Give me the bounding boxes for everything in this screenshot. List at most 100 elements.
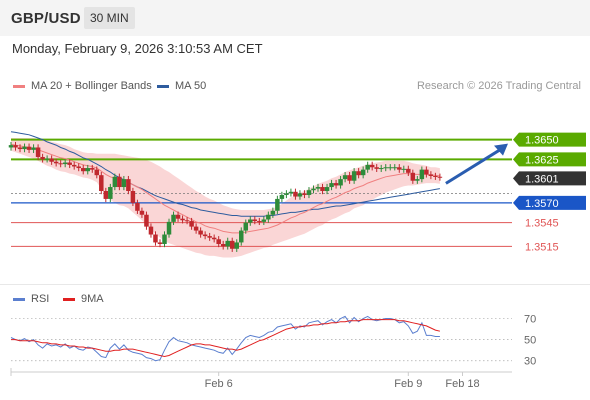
candle-body xyxy=(76,166,81,169)
candle xyxy=(315,183,321,192)
candle xyxy=(248,216,253,226)
candle xyxy=(8,141,14,151)
candle-body xyxy=(239,230,244,243)
candle xyxy=(198,227,203,238)
level-tag-1.3625 xyxy=(513,152,586,167)
timestamp: Monday, February 9, 2026 3:10:53 AM CET xyxy=(12,41,263,56)
candle-body xyxy=(329,183,334,188)
candle-body xyxy=(193,226,199,231)
candle xyxy=(135,199,140,214)
candle-body xyxy=(99,175,104,191)
ma50-swatch xyxy=(157,84,169,88)
candle-body xyxy=(180,218,185,221)
candle xyxy=(22,143,27,153)
candle xyxy=(401,165,407,173)
bollinger-band xyxy=(11,138,440,258)
candle-body xyxy=(85,168,91,172)
candle-body xyxy=(44,158,50,160)
candle xyxy=(266,211,271,223)
candle xyxy=(26,143,32,154)
candle xyxy=(383,164,388,172)
legend-ma20-label: MA 20 + Bollinger Bands xyxy=(31,80,152,92)
candle-body xyxy=(26,146,32,150)
candle xyxy=(207,232,212,241)
candle-body xyxy=(279,194,285,199)
legend-ma20: MA 20 + Bollinger Bands xyxy=(13,80,152,92)
legend-ma50-label: MA 50 xyxy=(175,80,207,92)
rsi-ma-line xyxy=(11,319,441,358)
candle xyxy=(342,172,348,183)
candle-body xyxy=(387,167,393,169)
candle xyxy=(76,163,81,172)
candle xyxy=(94,166,100,179)
candle-body xyxy=(397,167,402,170)
candle-body xyxy=(311,188,316,191)
candle-body xyxy=(225,240,230,247)
candle-body xyxy=(157,242,163,245)
candle xyxy=(378,164,384,173)
currency-pair-title: GBP/USD xyxy=(11,10,81,27)
x-tick-label: Feb 9 xyxy=(394,378,422,390)
candle-body xyxy=(229,240,235,249)
candle xyxy=(17,144,23,153)
candle-body xyxy=(415,179,420,181)
candle xyxy=(189,217,194,230)
candle xyxy=(239,227,244,246)
candle xyxy=(202,231,208,240)
candle xyxy=(58,160,63,168)
candle xyxy=(369,161,375,171)
x-tick-label: Feb 6 xyxy=(205,378,233,390)
candle xyxy=(415,175,420,184)
candle-body xyxy=(94,169,100,176)
legend-ma50: MA 50 xyxy=(157,80,206,92)
level-tag-1.3570 xyxy=(513,195,586,210)
candle xyxy=(306,187,312,199)
candle xyxy=(284,190,289,199)
candle xyxy=(175,211,181,222)
candle xyxy=(112,173,118,191)
candle xyxy=(193,223,199,234)
candle-body xyxy=(53,161,59,164)
candle-body xyxy=(234,242,239,249)
candle-body xyxy=(320,187,325,191)
candle-body xyxy=(80,168,86,172)
candle xyxy=(162,231,167,248)
candle-body xyxy=(202,234,208,237)
candle xyxy=(229,237,235,252)
candle-body xyxy=(216,239,221,245)
forecast-arrow-shaft xyxy=(445,147,503,185)
candle xyxy=(180,215,185,224)
panel-divider xyxy=(0,284,590,285)
candle-body xyxy=(374,167,379,169)
candle xyxy=(148,223,154,238)
candle-body xyxy=(198,230,203,235)
candle-body xyxy=(365,164,370,170)
candle xyxy=(31,144,36,154)
candle-body xyxy=(437,176,443,178)
candle xyxy=(121,175,127,191)
candle-body xyxy=(184,220,190,222)
timeframe-button[interactable]: 30 MIN xyxy=(84,7,135,29)
level-label-1.3650: 1.3650 xyxy=(525,135,559,147)
candle xyxy=(324,183,330,195)
candle xyxy=(144,211,149,230)
legend-rsi-ma: 9MA xyxy=(63,293,104,305)
candle xyxy=(220,240,226,250)
legend-rsi-ma-label: 9MA xyxy=(81,293,104,305)
x-tick-label: Feb 18 xyxy=(445,378,479,390)
candle xyxy=(410,169,416,184)
candle xyxy=(311,185,316,194)
candle-body xyxy=(433,175,438,177)
candle xyxy=(80,164,86,175)
candle-body xyxy=(306,190,312,195)
candle-body xyxy=(297,193,303,197)
candle-body xyxy=(252,219,258,222)
candle-body xyxy=(284,193,289,195)
candle-body xyxy=(347,175,352,181)
candle xyxy=(35,144,41,161)
candle-body xyxy=(419,169,425,180)
candle-body xyxy=(315,187,321,189)
level-label-1.3545: 1.3545 xyxy=(525,218,559,230)
